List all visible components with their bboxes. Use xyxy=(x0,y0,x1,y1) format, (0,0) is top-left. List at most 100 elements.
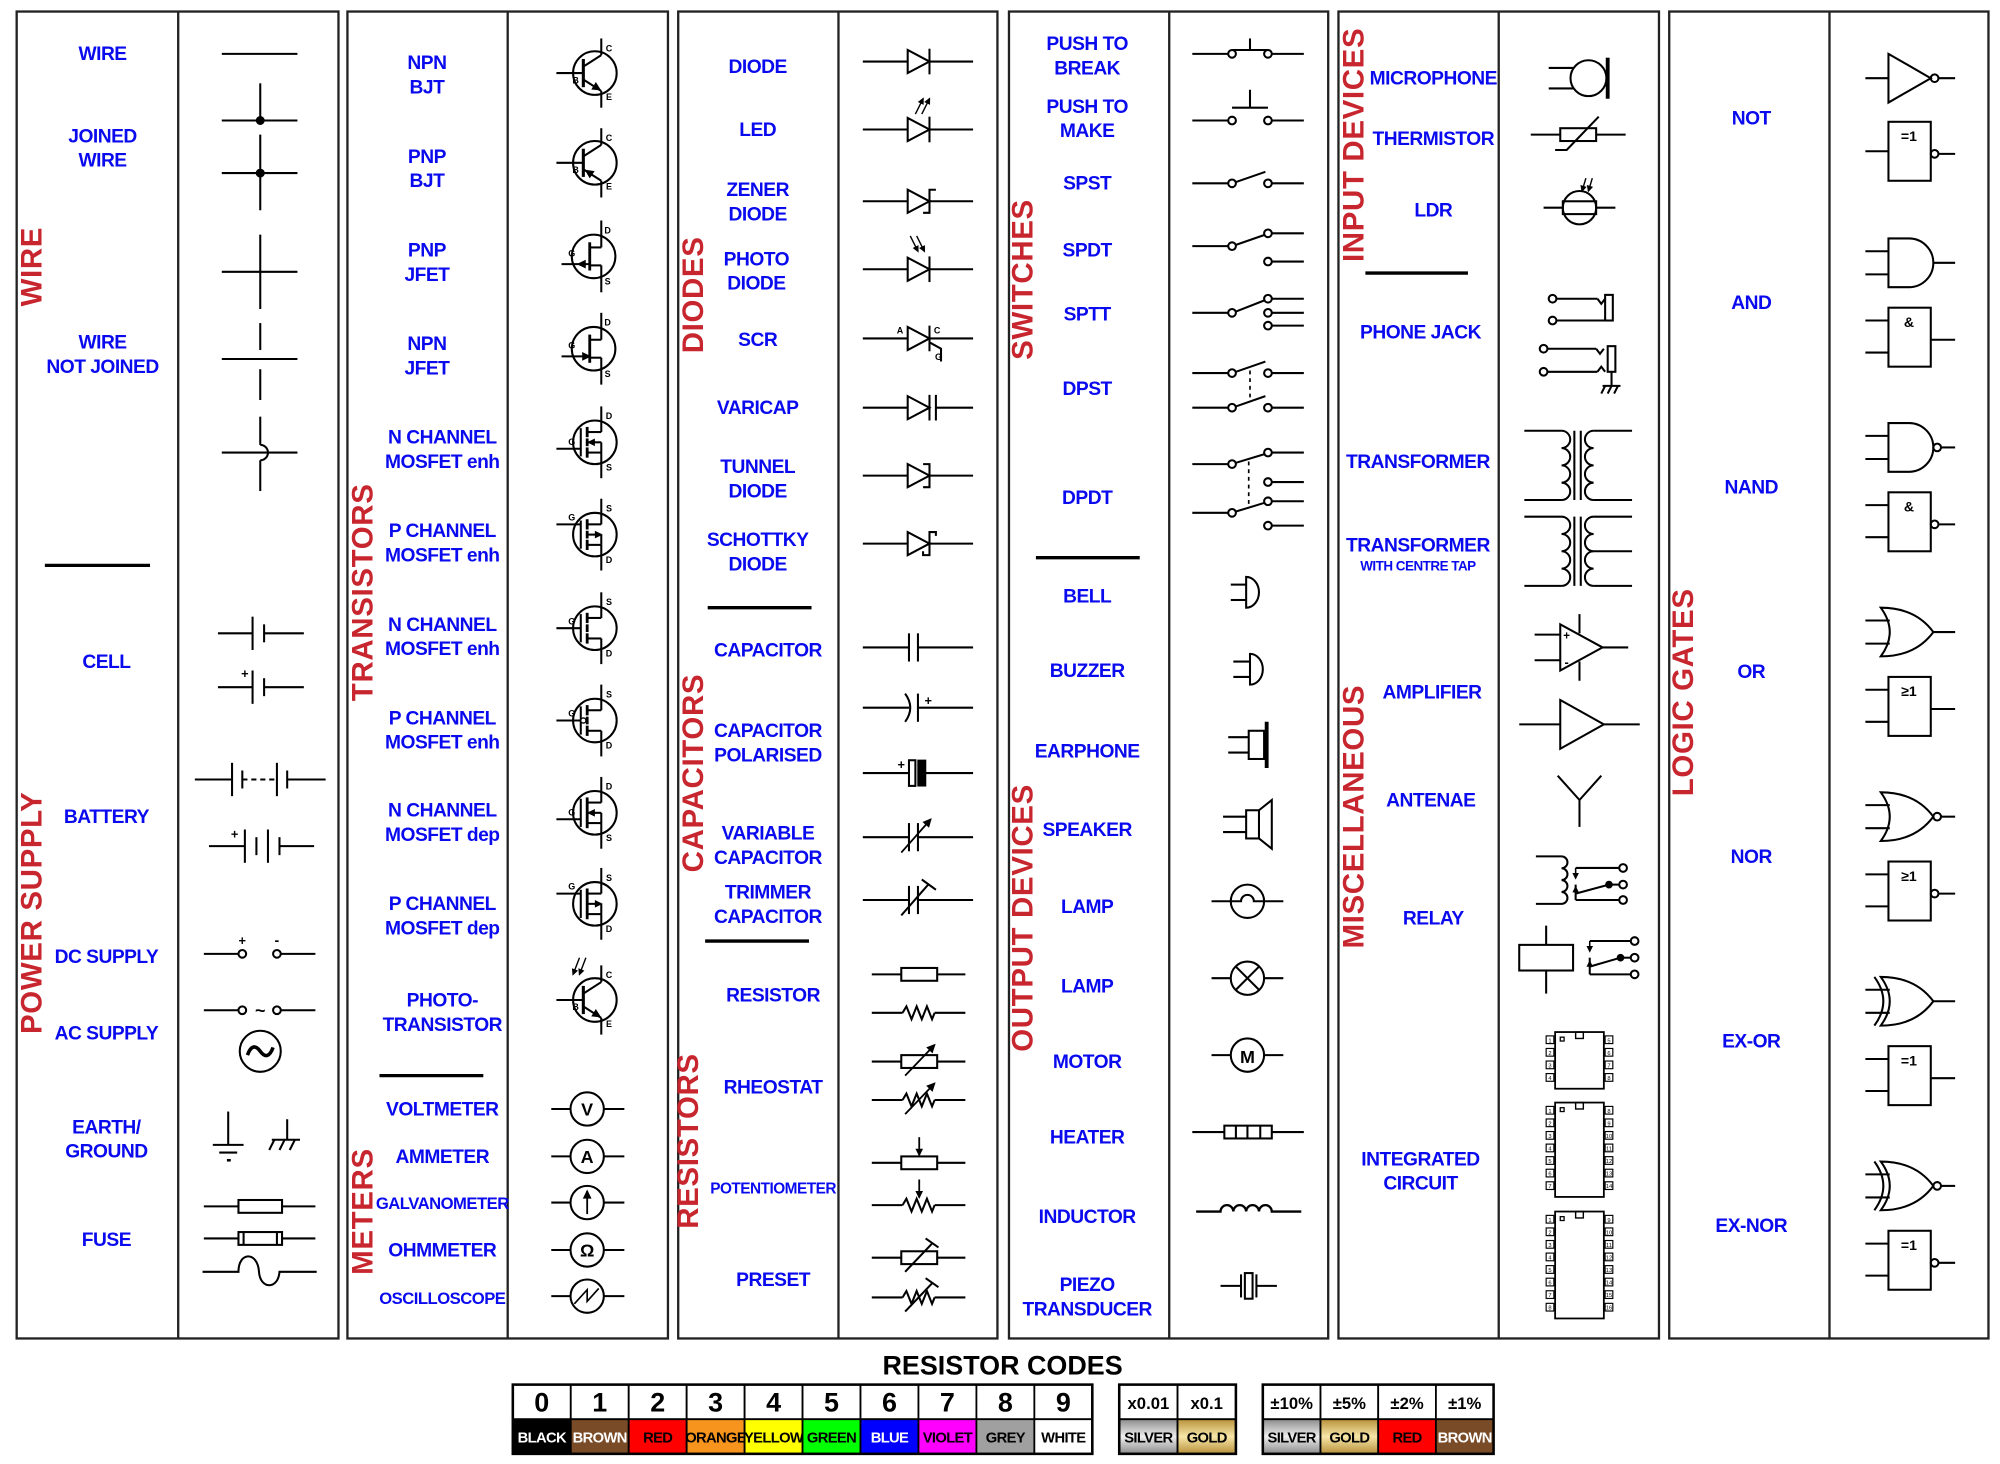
code-value: ±5% xyxy=(1333,1394,1366,1413)
label-line: CELL xyxy=(82,652,131,673)
label-capacitor: CAPACITOR xyxy=(714,640,823,661)
color-code-cell: 5 GREEN xyxy=(801,1383,862,1455)
trimmer-capacitor-icon xyxy=(862,878,974,917)
label-battery: BATTERY xyxy=(64,807,150,828)
symbol-text: S xyxy=(606,689,612,699)
label-line: VOLTMETER xyxy=(386,1099,499,1120)
symbol-text: G xyxy=(568,709,575,719)
label-line: WIRE xyxy=(78,151,127,172)
panel-input-misc xyxy=(1337,10,1661,1340)
color-code-cell: ±1% BROWN xyxy=(1434,1383,1495,1455)
label-wire: WIRE xyxy=(78,44,127,65)
joined-wire-icon xyxy=(221,83,298,211)
code-value: 9 xyxy=(1056,1388,1071,1418)
label-line: JFET xyxy=(404,265,450,286)
color-code-cell: 7 VIOLET xyxy=(917,1383,978,1455)
label-earth-ground: EARTH/GROUND xyxy=(65,1117,148,1162)
category-logic-gates: LOGIC GATES xyxy=(1667,588,1700,796)
panel-diodes-capacitors-resistors xyxy=(677,10,999,1340)
category-capacitors: CAPACITORS xyxy=(677,674,710,873)
heater-icon xyxy=(1192,1124,1304,1140)
label-line: CAPACITOR xyxy=(714,640,822,661)
label-line: CIRCUIT xyxy=(1383,1174,1458,1195)
label-line: DPDT xyxy=(1062,488,1113,509)
label-line: RHEOSTAT xyxy=(724,1078,824,1099)
battery-icon xyxy=(194,762,326,797)
label-line: P CHANNEL xyxy=(389,708,497,729)
label-galvanometer: GALVANOMETER xyxy=(376,1194,510,1213)
ic-8-pin-icon: 1 5 2 6 3 7 4 8 xyxy=(1545,1031,1614,1090)
color-code-cell: 1 BROWN xyxy=(569,1383,630,1455)
label-ammeter: AMMETER xyxy=(396,1147,491,1168)
label-line: WITH CENTRE TAP xyxy=(1360,559,1476,574)
chassis-ground-icon xyxy=(268,1119,300,1151)
symbol-text: S xyxy=(605,369,611,379)
label-line: MOSFET enh xyxy=(385,546,499,567)
label-line: OR xyxy=(1737,662,1765,683)
category-switches: SWITCHES xyxy=(1007,199,1040,360)
code-value: 2 xyxy=(650,1388,665,1418)
phone-jack-icon xyxy=(1538,343,1621,395)
ic-pin-number: 1 xyxy=(1548,1038,1551,1044)
potentiometer-icon xyxy=(871,1137,966,1171)
code-value: 4 xyxy=(766,1388,781,1418)
and-gate-icon xyxy=(1865,237,1956,289)
label-sptt: SPTT xyxy=(1064,305,1112,326)
ic-pin-number: 12 xyxy=(1606,1255,1612,1261)
label-tunnel-diode: TUNNEL DIODE xyxy=(720,457,796,502)
label-fuse: FUSE xyxy=(82,1230,132,1251)
ldr-icon xyxy=(1543,178,1616,226)
piezo-transducer-icon xyxy=(1220,1272,1277,1300)
label-line: TRANSFORMER xyxy=(1346,452,1490,473)
symbol-text: + xyxy=(231,826,238,841)
label-nand: NAND xyxy=(1725,478,1780,499)
oscilloscope-icon xyxy=(551,1278,625,1314)
panel-switches-output xyxy=(1007,10,1330,1340)
symbol-text: C xyxy=(606,133,613,143)
label-diode: DIODE xyxy=(729,57,789,78)
label-transformer-ct: TRANSFORMER xyxy=(1346,535,1491,556)
label-dpdt: DPDT xyxy=(1062,488,1114,509)
label-piezo-transducer: PIEZO TRANSDUCER xyxy=(1022,1275,1153,1320)
label-trimmer-capacitor: TRIMMER CAPACITOR xyxy=(714,883,823,928)
label-line: CAPACITOR xyxy=(714,721,822,742)
color-name: SILVER xyxy=(1268,1430,1317,1446)
category-resistors: RESISTORS xyxy=(672,1053,705,1229)
led-icon xyxy=(862,97,974,143)
symbol-text: M xyxy=(1240,1047,1255,1067)
wire-hop-icon xyxy=(221,416,298,492)
motor-icon: M xyxy=(1211,1037,1284,1073)
n-channel-mosfet-dep-icon: G D S xyxy=(556,776,618,849)
code-value: 3 xyxy=(708,1388,723,1418)
label-line: AMPLIFIER xyxy=(1383,683,1483,704)
color-code-cell: x0.01 SILVER xyxy=(1118,1383,1179,1455)
label-varicap: VARICAP xyxy=(717,398,800,419)
label-ldr: LDR xyxy=(1414,201,1453,222)
buzzer-icon xyxy=(1233,652,1264,686)
ic-16-pin-icon: 1 9 2 10 3 11 4 12 5 13 6 14 7 15 8 16 xyxy=(1545,1210,1614,1320)
code-value: 0 xyxy=(534,1388,549,1418)
label-push-to-break: PUSH TO BREAK xyxy=(1046,34,1129,79)
label-line: P CHANNEL xyxy=(389,521,497,542)
ic-pin-number: 6 xyxy=(1607,1051,1610,1057)
label-line: MOTOR xyxy=(1053,1052,1122,1073)
label-and: AND xyxy=(1731,293,1772,314)
label-zener-diode: ZENER DIODE xyxy=(726,180,790,225)
battery-icon: + xyxy=(208,826,315,863)
symbol-text: =1 xyxy=(1901,1052,1917,1068)
ic-pin-number: 2 xyxy=(1548,1230,1551,1236)
label-ohmmeter: OHMMETER xyxy=(388,1240,497,1261)
label-line: LAMP xyxy=(1061,897,1114,918)
symbol-text: + xyxy=(241,666,248,681)
category-wire: WIRE xyxy=(16,227,49,307)
color-name: BLACK xyxy=(518,1430,567,1446)
color-code-cell: 9 WHITE xyxy=(1033,1383,1094,1455)
ic-pin-number: 8 xyxy=(1607,1076,1610,1082)
label-line: MICROPHONE xyxy=(1370,69,1498,90)
label-microphone: MICROPHONE xyxy=(1370,69,1498,90)
dpdt-switch-icon xyxy=(1192,447,1304,531)
code-value: 1 xyxy=(592,1388,607,1418)
or-gate-icon xyxy=(1865,606,1956,658)
resistor-code-table-tolerances: ±10% SILVER ±5% GOLD ±2% RED ±1% BROWN xyxy=(1261,1383,1495,1456)
panel-wire-power xyxy=(15,10,340,1340)
